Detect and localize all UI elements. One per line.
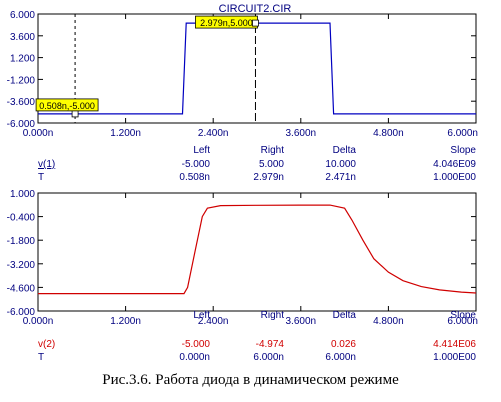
chart-v2: 1.000-0.400-1.800-3.200-4.600-6.0000.000… — [7, 189, 478, 363]
table-cell: -4.974 — [256, 339, 285, 350]
x-tick-label: 4.800n — [373, 316, 404, 327]
figure-caption: Рис.3.6. Работа диода в динамическом реж… — [102, 372, 399, 388]
table-cell: 0.508n — [179, 172, 210, 183]
y-tick-label: -6.000 — [7, 307, 36, 318]
table-header: Slope — [450, 145, 476, 156]
table-header: Delta — [333, 145, 357, 156]
table-header: Slope — [450, 310, 476, 321]
table-cell: v(1) — [38, 159, 55, 170]
table-cell: 6.000n — [325, 352, 356, 363]
table-cell: 4.046E09 — [433, 159, 476, 170]
cursor-value-label: 2.979n,5.000 — [200, 18, 253, 28]
y-tick-label: -0.400 — [7, 213, 36, 224]
table-cell: 2.979n — [253, 172, 284, 183]
y-tick-label: -3.200 — [7, 260, 36, 271]
cursor-value-label: 0.508n,-5.000 — [39, 101, 95, 111]
plot-frame — [37, 13, 477, 124]
x-tick-label: 0.000n — [23, 128, 54, 139]
table-cell: T — [38, 172, 44, 183]
table-cell: 5.000 — [259, 159, 284, 170]
table-cell: T — [38, 352, 44, 363]
x-tick-label: 6.000n — [447, 316, 478, 327]
table-header: Left — [193, 145, 210, 156]
table-cell: v(2) — [38, 339, 55, 350]
table-cell: 6.000n — [253, 352, 284, 363]
y-tick-label: -1.200 — [7, 75, 36, 86]
y-tick-label: 1.200 — [10, 54, 35, 65]
table-header: Delta — [333, 310, 357, 321]
x-tick-label: 0.000n — [23, 316, 54, 327]
cursor-value-box — [35, 98, 99, 112]
table-cell: -5.000 — [182, 339, 211, 350]
y-tick-label: 1.000 — [10, 189, 35, 200]
x-tick-label: 1.200n — [110, 128, 141, 139]
y-tick-label: 3.600 — [10, 32, 35, 43]
x-tick-label: 3.600n — [286, 316, 317, 327]
table-cell: 1.000E00 — [433, 172, 476, 183]
table-cell: 1.000E00 — [433, 352, 476, 363]
y-tick-label: -1.800 — [7, 236, 36, 247]
x-tick-label: 2.400n — [198, 128, 229, 139]
table-header: Right — [261, 145, 285, 156]
cursor-marker — [71, 110, 79, 118]
y-tick-label: -4.600 — [7, 283, 36, 294]
table-cell: -5.000 — [182, 159, 211, 170]
table-header: Left — [193, 310, 210, 321]
y-tick-label: -6.000 — [7, 119, 36, 130]
table-header: Right — [261, 310, 285, 321]
x-tick-label: 4.800n — [373, 128, 404, 139]
y-tick-label: 6.000 — [10, 10, 35, 21]
y-tick-label: -3.600 — [7, 97, 36, 108]
x-tick-label: 3.600n — [286, 128, 317, 139]
window-title: CIRCUIT2.CIR — [219, 3, 292, 15]
cursor-marker — [252, 19, 259, 27]
plot-frame — [37, 192, 477, 312]
series-line-v2 — [38, 204, 477, 295]
x-tick-label: 1.200n — [110, 316, 141, 327]
x-tick-label: 6.000n — [447, 128, 478, 139]
series-line-v1 — [38, 22, 476, 115]
table-cell: 0.000n — [179, 352, 210, 363]
table-cell: 0.026 — [331, 339, 356, 350]
table-cell: 10.000 — [325, 159, 356, 170]
x-tick-label: 2.400n — [198, 316, 229, 327]
table-cell: 2.471n — [325, 172, 356, 183]
table-cell: 4.414E06 — [433, 339, 476, 350]
